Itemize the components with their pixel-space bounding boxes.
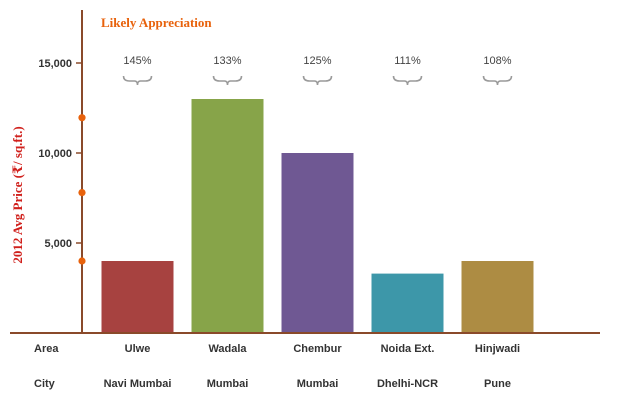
appreciation-brace-5 [482, 75, 513, 86]
axis-marker-1 [78, 257, 86, 265]
appreciation-group: 145% 133% 125% 111% 108% [122, 55, 513, 86]
appreciation-label-3: 125% [303, 55, 331, 67]
y-tick-label-1: 5,000 [44, 238, 72, 250]
appreciation-brace-4 [392, 75, 423, 86]
city-label-4: Dhelhi-NCR [377, 378, 438, 390]
bar-4 [371, 273, 444, 333]
area-label-2: Wadala [208, 343, 247, 355]
bars-group: Ulwe Navi Mumbai Wadala Mumbai Chembur Mumbai… [101, 99, 534, 390]
appreciation-label-4: 111% [394, 55, 421, 67]
bar-2 [191, 99, 264, 333]
bar-3 [281, 153, 354, 333]
city-label-2: Mumbai [207, 378, 249, 390]
area-label-3: Chembur [293, 343, 342, 355]
appreciation-label-1: 145% [123, 55, 151, 67]
appreciation-brace-2 [212, 75, 243, 86]
bar-5 [461, 261, 534, 333]
city-label-3: Mumbai [297, 378, 339, 390]
axis-marker-2 [78, 114, 86, 122]
appreciation-brace-3 [302, 75, 333, 86]
area-label-4: Noida Ext. [381, 343, 435, 355]
category-rows: Area City [34, 343, 59, 390]
y-axis-label: 2012 Avg Price (₹/ sq.ft.) [10, 126, 25, 263]
appreciation-brace-1 [122, 75, 153, 86]
bar-1 [101, 261, 174, 333]
city-label-5: Pune [484, 378, 511, 390]
axis-marker-3 [78, 189, 86, 197]
city-row-label: City [34, 378, 56, 390]
area-row-label: Area [34, 343, 59, 355]
appreciation-label-5: 108% [483, 55, 511, 67]
area-label-5: Hinjwadi [475, 343, 520, 355]
axes-group [10, 10, 600, 334]
appreciation-label-2: 133% [213, 55, 241, 67]
y-ticks-group: 5,000 10,000 15,000 [38, 58, 86, 265]
area-label-1: Ulwe [125, 343, 151, 355]
y-tick-label-2: 10,000 [38, 148, 72, 160]
y-tick-label-3: 15,000 [38, 58, 72, 70]
annotation-title: Likely Appreciation [101, 15, 212, 30]
city-label-1: Navi Mumbai [104, 378, 172, 390]
